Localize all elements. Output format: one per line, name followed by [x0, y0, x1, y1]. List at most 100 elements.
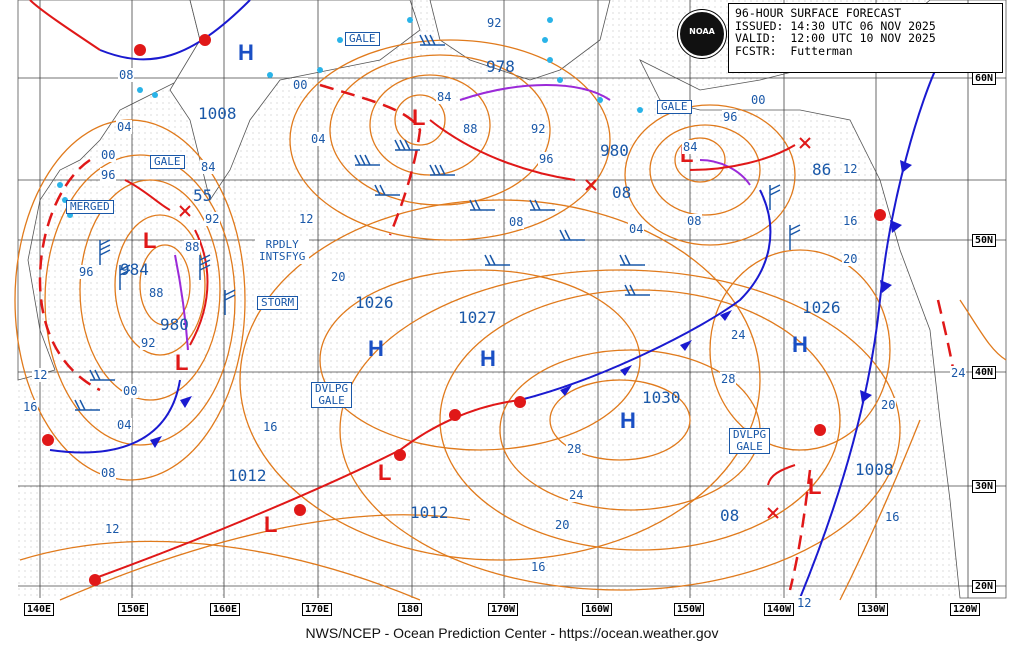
pressure-value: 978	[486, 57, 515, 76]
low-pressure-symbol: L	[412, 105, 426, 130]
wind-barbs	[74, 34, 801, 411]
isobar-label: 96	[722, 110, 739, 124]
gale-warning-box: GALE	[345, 32, 380, 46]
low-pressure-symbol: L	[378, 460, 392, 485]
high-pressure-symbol: H	[480, 346, 496, 371]
high-pressure-symbol: H	[368, 336, 384, 361]
isobar-label: 08	[686, 214, 703, 228]
isobar-label: 16	[842, 214, 859, 228]
latitude-label: 40N	[972, 366, 997, 379]
isobar-label: 00	[122, 384, 139, 398]
pressure-value: 1012	[228, 466, 267, 485]
isobar-label: 00	[100, 148, 117, 162]
isobar-label: 20	[842, 252, 859, 266]
developing-gale-box: DVLPG GALE	[729, 428, 771, 454]
isobar-label: 16	[262, 420, 279, 434]
isobar-label: 96	[538, 152, 555, 166]
pressure-value: 08	[720, 506, 740, 525]
isobar-label: 92	[140, 336, 157, 350]
pressure-value: 1008	[198, 104, 237, 123]
isobar-label: 16	[22, 400, 39, 414]
isobar-label: 28	[566, 442, 583, 456]
pressure-value: 1026	[355, 293, 394, 312]
longitude-label: 120W	[950, 603, 981, 616]
credit-footer: NWS/NCEP - Ocean Prediction Center - htt…	[305, 625, 719, 641]
pressure-value: 980	[160, 315, 189, 334]
isobar-label: 92	[486, 16, 503, 30]
isobar-label: 12	[298, 212, 315, 226]
isobar-label: 84	[436, 90, 453, 104]
pressure-value: 1008	[855, 460, 894, 479]
developing-gale-box: DVLPG GALE	[311, 382, 353, 408]
low-pressure-symbol: L	[264, 512, 278, 537]
longitude-label: 180	[398, 603, 423, 616]
isobar-label: 20	[880, 398, 897, 412]
isobar-label: 00	[292, 78, 309, 92]
longitude-label: 160W	[582, 603, 613, 616]
rapidly-intensifying-label: RPDLY INTSFYG	[255, 238, 310, 264]
isobar-label: 08	[508, 215, 525, 229]
longitude-label: 150W	[674, 603, 705, 616]
isobar-label: 92	[530, 122, 547, 136]
isobar-label: 12	[842, 162, 859, 176]
longitude-label: 130W	[858, 603, 889, 616]
pressure-value: 1012	[410, 503, 449, 522]
isobar-label: 12	[32, 368, 49, 382]
longitude-label: 150E	[118, 603, 149, 616]
isobar-label: 24	[730, 328, 747, 342]
header-forecaster: FCSTR: Futterman	[735, 43, 853, 58]
storm-warning-box: STORM	[257, 296, 299, 310]
header-valid: VALID: 12:00 UTC 10 NOV 2025	[735, 31, 936, 45]
high-pressure-symbol: H	[792, 332, 808, 357]
high-pressure-symbol: H	[620, 408, 636, 433]
pressure-value: 1026	[802, 298, 841, 317]
isobar-label: 96	[100, 168, 117, 182]
isobar-label: 88	[184, 240, 201, 254]
isobar-label: 16	[530, 560, 547, 574]
isobar-label: 16	[884, 510, 901, 524]
isobar-label: 88	[148, 286, 165, 300]
isobar-label: 84	[682, 140, 699, 154]
isobar-label: 12	[104, 522, 121, 536]
longitude-label: 170W	[488, 603, 519, 616]
low-centre-crosses	[179, 137, 811, 519]
pressure-value: 984	[120, 260, 149, 279]
pressure-value: 980	[600, 141, 629, 160]
isobar-label: 96	[78, 265, 95, 279]
latitude-label: 30N	[972, 480, 997, 493]
isobar-label: 24	[950, 366, 967, 380]
longitude-label: 140E	[24, 603, 55, 616]
longitude-label: 170E	[302, 603, 333, 616]
isobar-label: 04	[310, 132, 327, 146]
latitude-label: 50N	[972, 234, 997, 247]
latitude-label: 20N	[972, 580, 997, 593]
latitude-label: 60N	[972, 72, 997, 85]
isobar-label: 84	[200, 160, 217, 174]
low-pressure-symbol: L	[808, 474, 822, 499]
pressure-value: 86	[812, 160, 832, 179]
isobar-label: 28	[720, 372, 737, 386]
pressure-value: 1027	[458, 308, 497, 327]
isobar-label: 20	[554, 518, 571, 532]
header-issued: ISSUED: 14:30 UTC 06 NOV 2025	[735, 18, 936, 33]
isobar-label: 24	[568, 488, 585, 502]
isobar-label: 12	[796, 596, 813, 610]
cold-front-main	[49, 0, 941, 599]
low-pressure-symbol: L	[175, 350, 189, 375]
high-pressure-symbol: H	[238, 40, 254, 65]
isobar-label: 92	[204, 212, 221, 226]
pressure-value: 1030	[642, 388, 681, 407]
isobar-label: 04	[628, 222, 645, 236]
longitude-label: 140W	[764, 603, 795, 616]
warm-front	[29, 0, 521, 581]
ice-edge	[57, 17, 643, 218]
logo-text: NOAA	[689, 27, 715, 36]
gale-warning-box: GALE	[657, 100, 692, 114]
merged-label-box: MERGED	[66, 200, 114, 214]
noaa-logo-icon: NOAA	[678, 10, 726, 58]
pressure-value: 08	[612, 183, 632, 202]
forecast-header: NOAA 96-HOUR SURFACE FORECAST ISSUED: 14…	[678, 3, 1003, 73]
isobar-label: 88	[462, 122, 479, 136]
isobar-label: 20	[330, 270, 347, 284]
